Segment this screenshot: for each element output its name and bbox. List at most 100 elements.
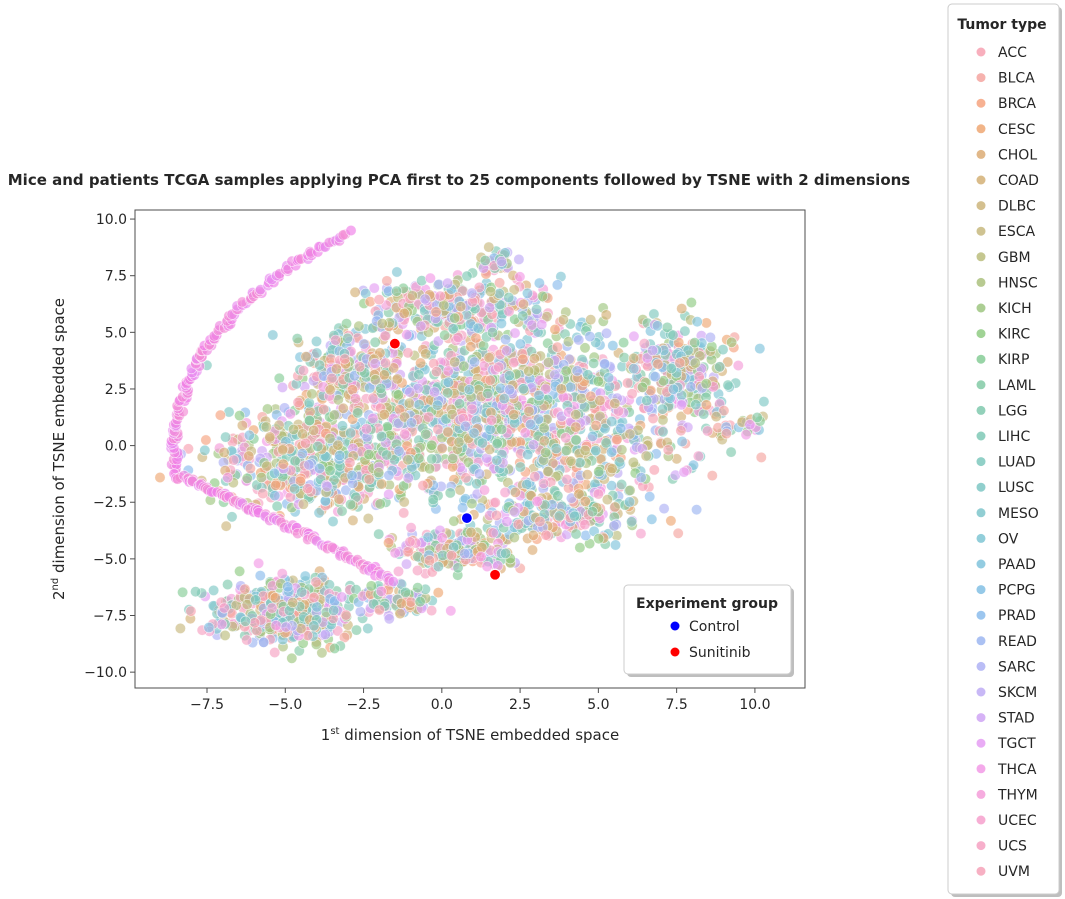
- tumor-point: [345, 498, 357, 510]
- tumor-point: [496, 423, 508, 435]
- tumor-legend-marker-paad: [976, 559, 986, 569]
- tumor-point: [509, 506, 521, 518]
- tumor-point: [553, 510, 565, 522]
- tumor-point: [501, 345, 513, 357]
- tumor-points-layer: [154, 225, 770, 664]
- tumor-point: [299, 570, 311, 582]
- tumor-point: [276, 381, 288, 393]
- tumor-point: [646, 513, 658, 525]
- tumor-legend-label-stad: STAD: [998, 711, 1035, 727]
- tumor-point: [500, 547, 512, 559]
- sunitinib-legend-marker: [670, 647, 680, 657]
- tumor-point: [662, 444, 674, 456]
- y-tick-label: 0.0: [105, 439, 127, 455]
- tumor-point: [754, 343, 766, 355]
- tumor-point: [641, 395, 653, 407]
- tumor-point: [303, 459, 315, 471]
- tumor-point: [461, 270, 473, 282]
- tumor-point: [328, 409, 340, 421]
- tumor-point: [590, 445, 602, 457]
- tumor-point: [468, 427, 480, 439]
- tumor-point: [508, 531, 520, 543]
- tumor-point: [432, 587, 444, 599]
- tumor-point: [375, 382, 387, 394]
- tumor-point: [306, 388, 318, 400]
- tumor-point: [329, 642, 341, 654]
- tumor-point: [618, 352, 630, 364]
- sunitinib-point: [388, 337, 401, 350]
- tumor-point: [381, 275, 393, 287]
- tumor-point: [241, 634, 253, 646]
- tumor-point: [606, 463, 618, 475]
- tumor-legend-label-coad: COAD: [998, 173, 1039, 189]
- tumor-point: [383, 537, 395, 549]
- tumor-point: [468, 356, 480, 368]
- tumor-point: [336, 420, 348, 432]
- tumor-point: [491, 454, 503, 466]
- tumor-point: [600, 437, 612, 449]
- tumor-point: [311, 601, 323, 613]
- tumor-legend-marker-kirp: [976, 354, 986, 364]
- tumor-point: [358, 338, 370, 350]
- tumor-point: [537, 290, 549, 302]
- tumor-point: [722, 379, 734, 391]
- tumor-point: [266, 602, 278, 614]
- tumor-point: [394, 608, 406, 620]
- tumor-point: [603, 372, 615, 384]
- tumor-point: [367, 412, 379, 424]
- tumor-point: [627, 456, 639, 468]
- tumor-point: [373, 528, 385, 540]
- tumor-point: [367, 392, 379, 404]
- tumor-legend-label-kich: KICH: [998, 301, 1032, 317]
- tumor-point: [258, 636, 270, 648]
- tumor-point: [679, 325, 691, 337]
- tumor-point: [303, 414, 315, 426]
- tumor-point: [549, 369, 561, 381]
- tumor-legend-label-kirc: KIRC: [998, 327, 1030, 343]
- tumor-legend-marker-ucs: [976, 841, 986, 851]
- tumor-point: [706, 340, 718, 352]
- tumor-point: [565, 455, 577, 467]
- tumor-point: [350, 624, 362, 636]
- x-axis-ticks: −7.5 −5.0 −2.5 0.0 2.5 5.0 7.5 10.0: [190, 688, 770, 713]
- tumor-legend-marker-luad: [976, 457, 986, 467]
- tumor-point: [529, 471, 541, 483]
- tumor-point: [538, 422, 550, 434]
- tumor-point: [423, 411, 435, 423]
- tumor-point: [514, 461, 526, 473]
- tumor-point: [628, 363, 640, 375]
- tumor-point: [585, 314, 597, 326]
- tumor-point: [685, 381, 697, 393]
- tumor-legend-marker-tgct: [976, 738, 986, 748]
- tumor-point: [527, 529, 539, 541]
- tumor-point: [525, 418, 537, 430]
- tumor-point: [486, 414, 498, 426]
- tumor-point: [291, 333, 303, 345]
- tumor-point: [592, 375, 604, 387]
- tumor-point: [574, 542, 586, 554]
- tumor-point: [573, 334, 585, 346]
- tumor-point: [459, 548, 471, 560]
- tumor-point: [208, 584, 220, 596]
- tumor-legend-marker-ov: [976, 533, 986, 543]
- tumor-point: [296, 586, 308, 598]
- tumor-point: [454, 484, 466, 496]
- tumor-point: [700, 399, 712, 411]
- tumor-legend-marker-blca: [976, 73, 986, 83]
- tumor-point: [333, 493, 345, 505]
- tumor-point: [392, 389, 404, 401]
- tumor-point: [475, 551, 487, 563]
- tumor-point: [449, 356, 461, 368]
- tumor-point: [346, 469, 358, 481]
- tumor-point: [373, 294, 385, 306]
- tumor-point: [373, 467, 385, 479]
- x-tick-label: 10.0: [739, 697, 770, 713]
- tumor-point: [618, 337, 630, 349]
- tumor-point: [561, 473, 573, 485]
- tumor-point: [427, 493, 439, 505]
- tumor-point: [725, 446, 737, 458]
- tumor-point: [391, 266, 403, 278]
- tumor-point: [555, 383, 567, 395]
- tumor-point: [491, 438, 503, 450]
- tumor-point: [363, 448, 375, 460]
